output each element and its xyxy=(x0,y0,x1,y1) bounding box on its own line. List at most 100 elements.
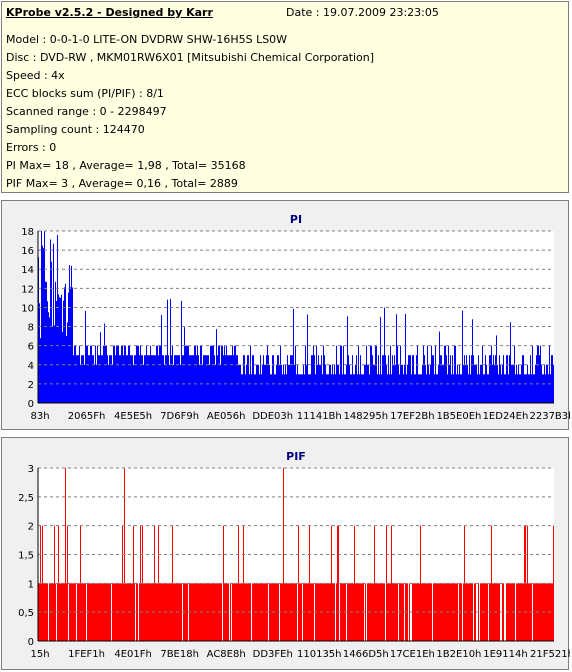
bar xyxy=(547,583,548,641)
speed-line: Speed : 4x xyxy=(6,69,65,82)
bar xyxy=(409,583,410,641)
bar xyxy=(540,346,541,403)
bar xyxy=(216,583,217,641)
bar xyxy=(354,526,355,641)
bar xyxy=(107,583,108,641)
bar xyxy=(129,346,130,403)
bar xyxy=(351,374,352,403)
bar xyxy=(312,583,313,641)
bar xyxy=(269,583,270,641)
bar xyxy=(540,583,541,641)
scanned-range-line: Scanned range : 0 - 2298497 xyxy=(6,105,167,118)
bar xyxy=(437,374,438,403)
bar xyxy=(399,374,400,403)
x-tick-label: 148295h xyxy=(344,411,389,422)
y-tick-label: 8 xyxy=(28,323,34,334)
bar xyxy=(185,583,186,641)
bar xyxy=(349,365,350,403)
bar xyxy=(354,374,355,403)
bar xyxy=(79,583,80,641)
bar xyxy=(427,583,428,641)
bar xyxy=(477,374,478,403)
bar xyxy=(71,583,72,641)
bar xyxy=(67,526,68,641)
bar xyxy=(65,468,66,641)
bar xyxy=(98,355,99,403)
bar xyxy=(127,583,128,641)
bar xyxy=(253,355,254,403)
disc-line: Disc : DVD-RW , MKM01RW6X01 [Mitsubishi … xyxy=(6,51,374,64)
bar xyxy=(121,346,122,403)
bar xyxy=(102,355,103,403)
bar xyxy=(113,583,114,641)
bar xyxy=(195,346,196,403)
bar xyxy=(76,355,77,403)
x-tick-label: 1E9114h xyxy=(483,649,527,660)
bar xyxy=(257,583,258,641)
bar xyxy=(130,355,131,403)
bar xyxy=(503,583,504,641)
bar xyxy=(167,300,168,403)
bar xyxy=(157,346,158,403)
bar xyxy=(73,355,74,403)
bar xyxy=(336,583,337,641)
x-tick-label: 17CE1Eh xyxy=(390,649,435,660)
bar xyxy=(266,355,267,403)
bar xyxy=(243,355,244,403)
bar xyxy=(212,346,213,403)
bar xyxy=(487,583,488,641)
bar xyxy=(193,583,194,641)
bar xyxy=(307,315,308,403)
bar xyxy=(186,583,187,641)
bar xyxy=(137,583,138,641)
bar xyxy=(122,346,123,403)
bar xyxy=(49,583,50,641)
bar xyxy=(163,355,164,403)
bar xyxy=(152,355,153,403)
bar xyxy=(92,355,93,403)
bar xyxy=(488,374,489,403)
bar xyxy=(460,374,461,403)
bar xyxy=(60,298,61,403)
bar xyxy=(453,374,454,403)
bar xyxy=(396,583,397,641)
bar xyxy=(378,583,379,641)
bar xyxy=(274,374,275,403)
bar xyxy=(53,583,54,641)
bar xyxy=(104,323,105,403)
bar xyxy=(110,355,111,403)
bar xyxy=(387,374,388,403)
bar xyxy=(213,346,214,403)
bar xyxy=(456,374,457,403)
bar xyxy=(101,583,102,641)
bar xyxy=(192,583,193,641)
bar xyxy=(100,332,101,403)
bar xyxy=(77,583,78,641)
bar xyxy=(241,583,242,641)
bar xyxy=(55,282,56,403)
bar xyxy=(234,346,235,403)
bar xyxy=(162,355,163,403)
bar xyxy=(208,355,209,403)
bar xyxy=(463,583,464,641)
bar xyxy=(115,583,116,641)
bar xyxy=(43,583,44,641)
bar xyxy=(457,365,458,403)
bar xyxy=(59,583,60,641)
bar xyxy=(168,583,169,641)
bar xyxy=(75,346,76,403)
bar xyxy=(539,583,540,641)
bar xyxy=(455,346,456,403)
bar xyxy=(409,355,410,403)
bar xyxy=(66,583,67,641)
bar xyxy=(384,308,385,403)
bar xyxy=(427,346,428,403)
bar xyxy=(370,346,371,403)
bar xyxy=(161,583,162,641)
bar xyxy=(259,374,260,403)
bar xyxy=(201,346,202,403)
bar xyxy=(463,365,464,403)
bar xyxy=(462,311,463,403)
bar xyxy=(545,374,546,403)
bar xyxy=(323,583,324,641)
